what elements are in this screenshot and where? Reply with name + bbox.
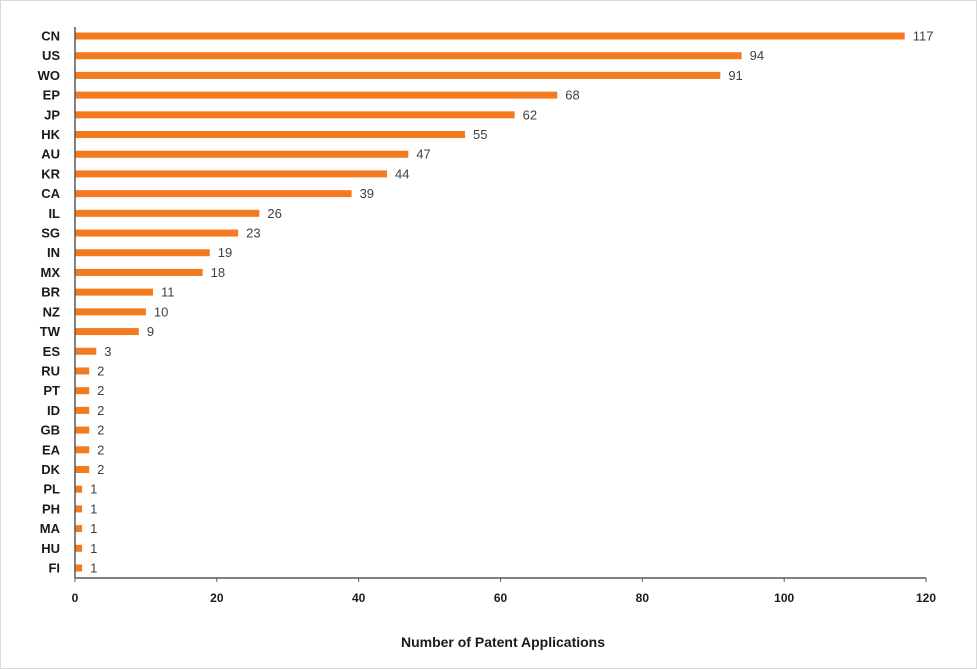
- value-label-hu: 1: [90, 541, 97, 556]
- value-label-au: 47: [416, 147, 430, 162]
- bar-sg: [75, 229, 239, 237]
- category-label-gb: GB: [41, 423, 61, 438]
- category-label-hk: HK: [41, 127, 60, 142]
- bar-ep: [75, 91, 558, 99]
- x-tick-label-40: 40: [352, 591, 366, 605]
- value-label-ep: 68: [565, 88, 579, 103]
- bar-in: [75, 249, 210, 257]
- bar-pl: [75, 485, 83, 493]
- category-label-pl: PL: [43, 482, 60, 497]
- category-label-wo: WO: [38, 68, 60, 83]
- category-label-cn: CN: [41, 29, 60, 44]
- category-label-nz: NZ: [43, 304, 60, 319]
- x-tick-label-100: 100: [774, 591, 794, 605]
- value-label-il: 26: [267, 206, 281, 221]
- x-tick-label-120: 120: [916, 591, 936, 605]
- value-label-in: 19: [218, 245, 232, 260]
- x-tick-label-60: 60: [494, 591, 508, 605]
- category-label-tw: TW: [40, 324, 61, 339]
- bar-ma: [75, 525, 83, 533]
- bar-dk: [75, 465, 90, 473]
- bar-hk: [75, 131, 466, 139]
- category-label-ep: EP: [43, 88, 61, 103]
- value-label-jp: 62: [523, 107, 537, 122]
- bar-il: [75, 209, 260, 217]
- category-label-au: AU: [41, 147, 60, 162]
- bar-tw: [75, 328, 139, 336]
- x-ticks-layer: 0 20 40 60 80 100 120: [72, 578, 936, 605]
- bar-ea: [75, 446, 90, 454]
- value-label-tw: 9: [147, 324, 154, 339]
- value-label-cn: 117: [913, 29, 934, 44]
- category-label-ea: EA: [42, 442, 61, 457]
- bar-br: [75, 288, 154, 296]
- bar-wo: [75, 71, 721, 79]
- x-axis-title: Number of Patent Applications: [401, 634, 605, 650]
- category-label-fi: FI: [48, 561, 60, 576]
- bar-au: [75, 150, 409, 158]
- category-label-il: IL: [48, 206, 60, 221]
- category-label-mx: MX: [41, 265, 61, 280]
- value-label-ca: 39: [360, 186, 374, 201]
- category-label-dk: DK: [41, 462, 60, 477]
- category-label-ca: CA: [41, 186, 60, 201]
- bar-gb: [75, 426, 90, 434]
- category-label-br: BR: [41, 285, 60, 300]
- bar-ca: [75, 190, 352, 198]
- value-label-ru: 2: [97, 363, 104, 378]
- bar-ru: [75, 367, 90, 375]
- category-label-ru: RU: [41, 363, 60, 378]
- bar-jp: [75, 111, 515, 119]
- value-label-hk: 55: [473, 127, 487, 142]
- bar-mx: [75, 268, 203, 276]
- value-label-ea: 2: [97, 442, 104, 457]
- bar-kr: [75, 170, 388, 178]
- bar-pt: [75, 387, 90, 395]
- category-label-sg: SG: [41, 226, 60, 241]
- category-label-ma: MA: [40, 521, 61, 536]
- bars-layer: [75, 32, 905, 572]
- category-label-id: ID: [47, 403, 60, 418]
- value-label-us: 94: [750, 48, 764, 63]
- value-label-nz: 10: [154, 304, 168, 319]
- bar-fi: [75, 564, 83, 572]
- value-label-dk: 2: [97, 462, 104, 477]
- bar-cn: [75, 32, 905, 40]
- bar-ph: [75, 505, 83, 513]
- category-label-es: ES: [43, 344, 61, 359]
- value-label-mx: 18: [211, 265, 225, 280]
- value-label-fi: 1: [90, 561, 97, 576]
- category-label-hu: HU: [41, 541, 60, 556]
- x-tick-label-0: 0: [72, 591, 79, 605]
- value-label-pl: 1: [90, 482, 97, 497]
- value-label-sg: 23: [246, 226, 260, 241]
- value-label-id: 2: [97, 403, 104, 418]
- value-label-kr: 44: [395, 166, 409, 181]
- bar-hu: [75, 544, 83, 552]
- value-label-gb: 2: [97, 423, 104, 438]
- bar-us: [75, 52, 742, 60]
- value-label-br: 11: [161, 285, 175, 300]
- category-label-in: IN: [47, 245, 60, 260]
- category-label-pt: PT: [43, 383, 60, 398]
- category-label-kr: KR: [41, 166, 60, 181]
- value-label-ma: 1: [90, 521, 97, 536]
- value-label-ph: 1: [90, 501, 97, 516]
- x-tick-label-80: 80: [636, 591, 650, 605]
- value-label-es: 3: [104, 344, 111, 359]
- value-label-wo: 91: [728, 68, 742, 83]
- bar-id: [75, 406, 90, 414]
- category-label-ph: PH: [42, 501, 60, 516]
- category-label-us: US: [42, 48, 60, 63]
- x-tick-label-20: 20: [210, 591, 224, 605]
- value-label-pt: 2: [97, 383, 104, 398]
- bar-es: [75, 347, 97, 355]
- category-label-jp: JP: [44, 107, 60, 122]
- bar-nz: [75, 308, 146, 316]
